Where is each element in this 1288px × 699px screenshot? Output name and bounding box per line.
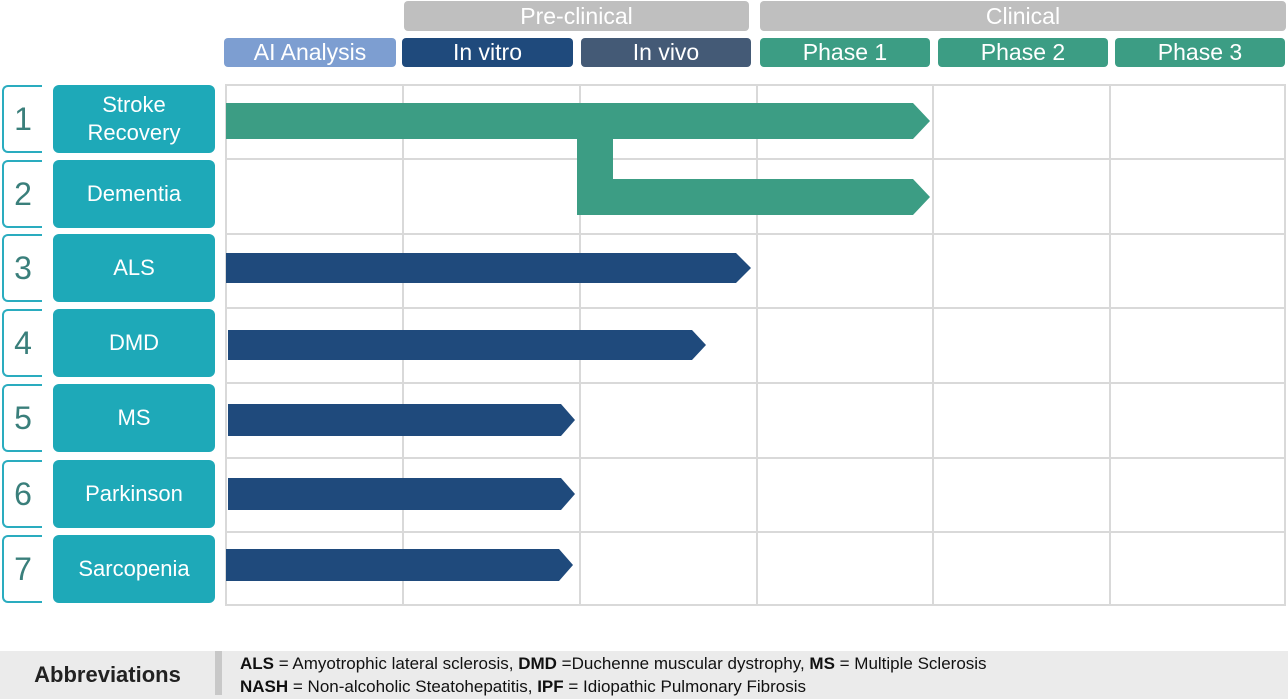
abbr-term: NASH xyxy=(240,677,289,696)
progress-bar-als xyxy=(226,253,751,283)
row-number: 1 xyxy=(14,100,32,137)
grid-column-divider xyxy=(932,84,934,606)
grid-row-divider xyxy=(225,233,1286,235)
phase-header-phase-3: Phase 3 xyxy=(1115,38,1285,67)
abbreviations-panel xyxy=(0,651,1288,699)
progress-bar-sarcopenia xyxy=(226,549,573,581)
abbreviations-line-2: NASH = Non-alcoholic Steatohepatitis, IP… xyxy=(240,677,806,697)
row-number: 5 xyxy=(14,399,32,436)
progress-bar-dmd xyxy=(228,330,706,360)
row-label-stroke-recovery: Stroke Recovery xyxy=(53,85,215,153)
grid-row-divider xyxy=(225,307,1286,309)
row-bracket xyxy=(2,535,42,603)
row-label-sarcopenia: Sarcopenia xyxy=(53,535,215,603)
row-label-line: Stroke xyxy=(102,92,166,117)
row-number: 6 xyxy=(14,475,32,512)
abbr-term: DMD xyxy=(518,654,557,673)
progress-bar-ms xyxy=(228,404,575,436)
progress-bar-parkinson xyxy=(228,478,575,510)
grid-row-divider xyxy=(225,457,1286,459)
abbr-definition: =Duchenne muscular dystrophy, xyxy=(556,654,810,673)
row-bracket xyxy=(2,309,42,377)
row-bracket xyxy=(2,234,42,302)
abbr-term: IPF xyxy=(537,677,564,696)
abbr-definition: = Non-alcoholic Steatohepatitis, xyxy=(288,677,538,696)
phase-header-phase-1: Phase 1 xyxy=(760,38,930,67)
row-label-parkinson: Parkinson xyxy=(53,460,215,528)
row-label-ms: MS xyxy=(53,384,215,452)
grid-row-divider xyxy=(225,158,1286,160)
row-number: 7 xyxy=(14,550,32,587)
progress-bar-stroke-recovery xyxy=(226,103,930,139)
row-number: 2 xyxy=(14,175,32,212)
row-bracket xyxy=(2,85,42,153)
group-header-preclinical: Pre-clinical xyxy=(404,1,749,31)
row-number: 4 xyxy=(14,324,32,361)
grid-column-divider xyxy=(1109,84,1111,606)
row-label-dementia: Dementia xyxy=(53,160,215,228)
row-label-als: ALS xyxy=(53,234,215,302)
phase-header-ai-analysis: AI Analysis xyxy=(224,38,396,67)
abbr-term: ALS xyxy=(240,654,274,673)
grid-row-divider xyxy=(225,382,1286,384)
phase-header-in-vitro: In vitro xyxy=(402,38,573,67)
group-header-clinical: Clinical xyxy=(760,1,1286,31)
row-label-dmd: DMD xyxy=(53,309,215,377)
row-label-line: Recovery xyxy=(87,120,181,145)
row-bracket xyxy=(2,160,42,228)
progress-bar-dementia xyxy=(577,139,930,215)
phase-header-in-vivo: In vivo xyxy=(581,38,751,67)
abbr-definition: = Amyotrophic lateral sclerosis, xyxy=(274,654,519,673)
abbr-definition: = Multiple Sclerosis xyxy=(834,654,987,673)
abbr-definition: = Idiopathic Pulmonary Fibrosis xyxy=(563,677,806,696)
abbreviations-line-1: ALS = Amyotrophic lateral sclerosis, DMD… xyxy=(240,654,987,674)
abbr-term: MS xyxy=(809,654,835,673)
row-bracket xyxy=(2,384,42,452)
pipeline-grid xyxy=(225,84,1286,606)
abbreviations-separator xyxy=(215,651,222,695)
row-number: 3 xyxy=(14,249,32,286)
grid-column-divider xyxy=(756,84,758,606)
grid-row-divider xyxy=(225,531,1286,533)
phase-header-phase-2: Phase 2 xyxy=(938,38,1108,67)
row-bracket xyxy=(2,460,42,528)
abbreviations-title: Abbreviations xyxy=(34,662,181,687)
